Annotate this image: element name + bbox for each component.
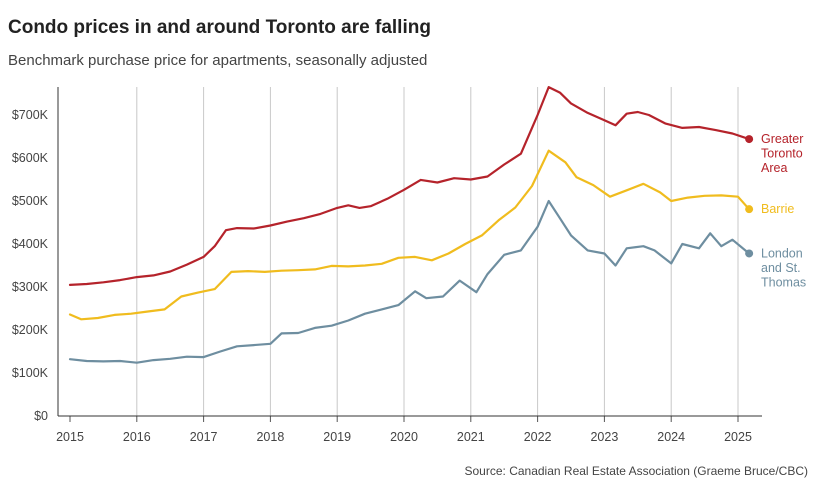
series-label-2-line-0: London (761, 246, 803, 260)
x-tick-label-2018: 2018 (256, 430, 284, 444)
series-line-2 (68, 199, 751, 364)
x-tick-label-2019: 2019 (323, 430, 351, 444)
x-tick-label-2023: 2023 (590, 430, 618, 444)
series-label-0-line-2: Area (761, 161, 787, 175)
chart-subtitle: Benchmark purchase price for apartments,… (8, 52, 428, 69)
series-line-1 (68, 149, 751, 321)
y-tick-label-0: $0 (34, 409, 48, 423)
y-tick-label-4: $400K (12, 237, 49, 251)
x-tick-label-2015: 2015 (56, 430, 84, 444)
series-end-dot-1 (745, 205, 754, 214)
x-tick-label-2017: 2017 (190, 430, 218, 444)
y-tick-label-3: $300K (12, 280, 49, 294)
series-label-2-line-2: Thomas (761, 275, 806, 289)
series-label-1-line-0: Barrie (761, 202, 794, 216)
y-tick-label-7: $700K (12, 108, 49, 122)
x-tick-label-2025: 2025 (724, 430, 752, 444)
axes: 2015 2016 2017 2018 2019 2020 2021 2022 2023 2024… (12, 87, 762, 444)
series-label-2-line-1: and St. (761, 261, 801, 275)
series-label-0-line-0: Greater (761, 132, 803, 146)
series-line-0 (68, 86, 751, 286)
series-end-dot-0 (745, 135, 754, 144)
series-lines (68, 86, 754, 364)
y-tick-label-1: $100K (12, 366, 49, 380)
x-tick-label-2016: 2016 (123, 430, 151, 444)
chart-title: Condo prices in and around Toronto are f… (8, 17, 431, 38)
y-tick-label-2: $200K (12, 323, 49, 337)
x-tick-label-2022: 2022 (524, 430, 552, 444)
x-tick-label-2024: 2024 (657, 430, 685, 444)
source-note: Source: Canadian Real Estate Association… (464, 464, 809, 478)
y-tick-label-6: $600K (12, 151, 49, 165)
series-end-dot-2 (745, 249, 754, 258)
x-tick-label-2020: 2020 (390, 430, 418, 444)
grid-lines (136, 87, 739, 416)
series-label-0-line-1: Toronto (761, 147, 803, 161)
y-tick-label-5: $500K (12, 194, 49, 208)
x-tick-label-2021: 2021 (457, 430, 485, 444)
